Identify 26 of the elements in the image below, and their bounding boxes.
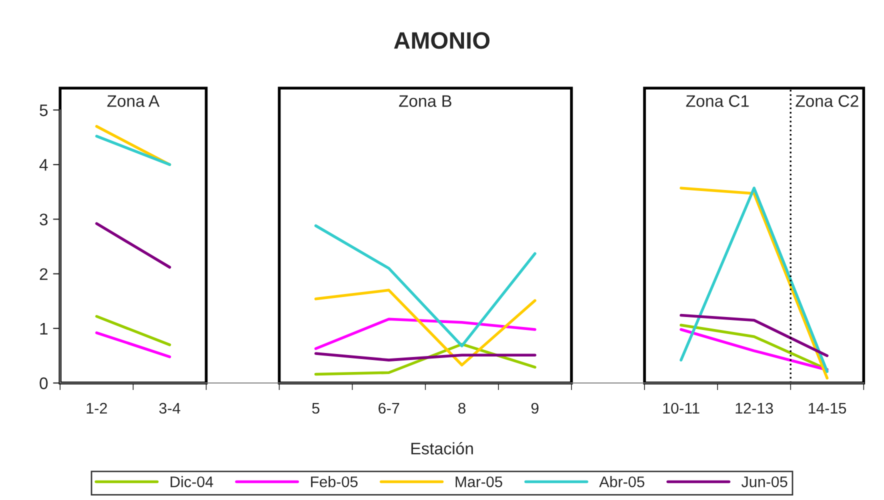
x-axis-title: Estación [411,442,473,454]
x-tick-label: 8 [458,402,466,414]
legend-label: Dic-04 [170,476,214,488]
x-tick-label: 9 [531,402,538,414]
legend-label: Abr-05 [599,476,644,488]
legend-label: Jun-05 [741,476,788,488]
x-tick-label: 10-11 [663,402,700,414]
text: Zona C1 [686,95,749,107]
x-tick-label: 14-15 [808,403,846,414]
legend-label: Feb-05 [311,476,358,488]
y-tick-label: 2 [40,268,48,280]
text: Zona B [399,95,452,107]
y-tick-label: 0 [40,377,48,390]
x-tick-label: 12-13 [736,402,773,414]
y-tick-label: 3 [40,214,48,226]
y-tick-label: 1 [40,322,48,334]
text: Zona A [107,95,160,107]
chart-title: AMONIO [394,32,490,49]
x-tick-label: 1-2 [86,402,107,414]
legend-label: Mar-05 [456,476,502,488]
y-tick-label: 5 [40,104,48,116]
text: Zona C2 [796,95,858,107]
x-tick-label: 5 [312,403,320,414]
x-tick-label: 3-4 [159,402,180,414]
y-tick-label: 4 [39,159,48,171]
x-tick-label: 6-7 [378,402,400,414]
